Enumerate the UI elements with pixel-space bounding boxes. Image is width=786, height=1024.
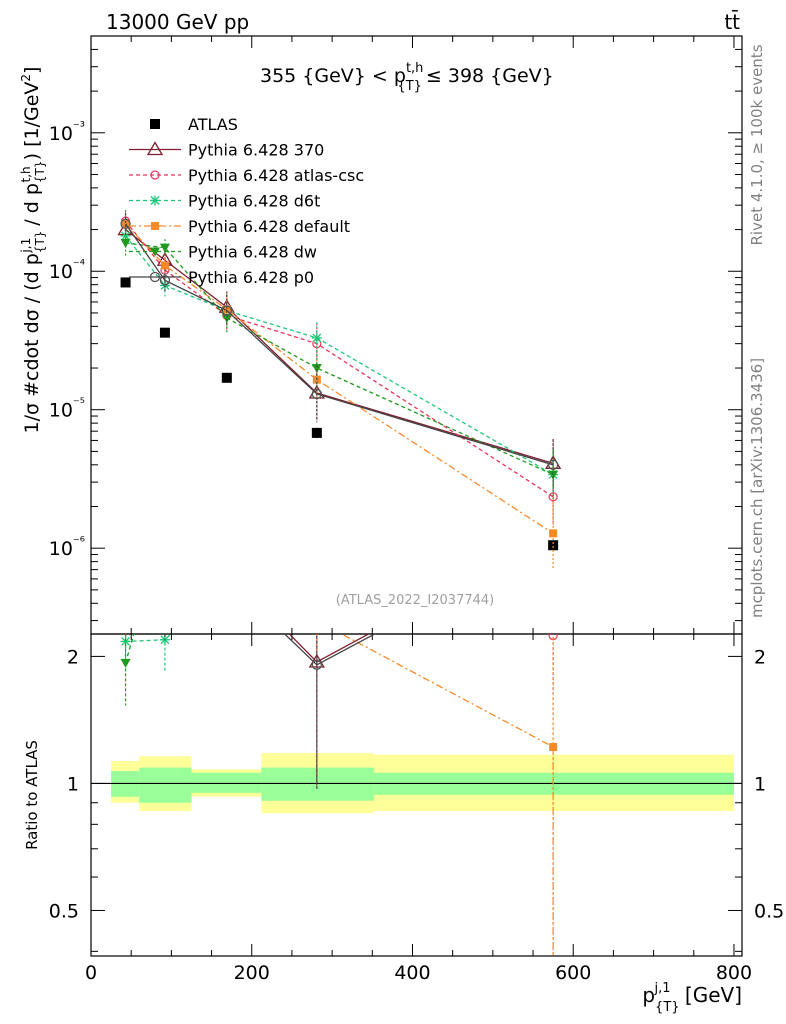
ratio-point-p370 (119, 616, 133, 628)
x-tick-label: 400 (394, 962, 430, 984)
data-point-dw (120, 238, 131, 248)
data-point-atlas (311, 427, 322, 438)
ratio-point-d6t (312, 489, 322, 499)
data-point-p0 (221, 305, 232, 316)
legend-label-p370: Pythia 6.428 370 (188, 141, 324, 160)
y-tick-label-ratio-right: 2 (754, 646, 766, 668)
ratio-point-p370 (158, 558, 172, 570)
data-point-dw (548, 470, 559, 480)
legend-label-atlas: ATLAS (188, 115, 238, 134)
y-tick-label-ratio: 2 (67, 646, 79, 668)
legend-label-p0: Pythia 6.428 p0 (188, 268, 314, 287)
y-tick-label-main: 10⁻⁴ (49, 258, 85, 283)
process-label: tt̄ (724, 9, 740, 34)
ratio-point-atlascsc (313, 508, 321, 516)
data-point-default (222, 305, 231, 314)
chart-title: 355 {GeV} < pt,h {T} ≤ 398 {GeV} (260, 61, 554, 94)
ratio-line-atlascsc (548, 634, 554, 637)
ratio-point-dw (312, 582, 322, 591)
y-axis-label-ratio: Ratio to ATLAS (23, 740, 41, 850)
ratio-point-default (161, 575, 169, 583)
series-line-p0 (125, 223, 554, 466)
ratio-point-atlascsc (223, 589, 231, 597)
legend-marker-default (151, 222, 159, 230)
x-tick-label: 200 (234, 962, 270, 984)
ratio-point-atlascsc (122, 593, 130, 601)
x-tick-label: 0 (85, 962, 97, 984)
data-point-atlas (548, 540, 559, 551)
legend-label-dw: Pythia 6.428 dw (188, 243, 317, 262)
energy-label: 13000 GeV pp (106, 10, 249, 34)
y-axis-label-main: 1/σ #cdot dσ / (d p{T}j,1 / d p{T}t,h) [… (19, 67, 47, 434)
legend-marker-dw (150, 247, 160, 257)
ratio-point-p370 (220, 563, 234, 575)
data-point-atlascsc (548, 492, 558, 502)
legend-marker-atlascsc (150, 170, 160, 180)
data-point-dw (159, 243, 170, 253)
ratio-band-inner (261, 767, 374, 801)
ratio-band-inner (139, 767, 192, 803)
y-tick-label-main: 10⁻⁶ (49, 535, 85, 560)
ratio-panel: 0 200 400 600 800 2 2 1 1 0.5 0.5 (49, 489, 784, 984)
data-point-p0 (159, 275, 171, 286)
series-line-d6t (125, 235, 554, 476)
data-point-p0 (120, 218, 131, 229)
analysis-watermark: (ATLAS_2022_I2037744) (336, 593, 494, 608)
ratio-point-default (313, 617, 321, 625)
legend-label-d6t: Pythia 6.428 d6t (188, 192, 320, 211)
y-tick-label-ratio: 0.5 (49, 900, 79, 922)
rivet-label: Rivet 4.1.0, ≥ 100k events (748, 44, 766, 245)
ratio-point-atlascsc (161, 589, 169, 597)
ratio-point-p0 (160, 619, 169, 628)
ratio-point-d6t (222, 573, 232, 583)
y-tick-label-ratio: 1 (67, 773, 79, 795)
data-point-atlas (221, 372, 232, 383)
legend-marker-p0 (149, 271, 161, 283)
data-point-dw (221, 313, 232, 323)
mcplots-label: mcplots.cern.ch [arXiv:1306.3436] (748, 358, 766, 618)
x-tick-label: 600 (555, 962, 591, 984)
series-line-p370 (125, 229, 554, 464)
y-tick-label-main: 10⁻³ (49, 120, 85, 145)
data-point-p0 (311, 388, 322, 400)
y-tick-label-ratio-right: 0.5 (754, 900, 784, 922)
x-axis-label: p{T}j,1 [GeV] (642, 981, 742, 1015)
legend-marker-p370 (146, 141, 164, 156)
data-point-dw (311, 364, 322, 374)
main-panel: 10⁻³ 10⁻⁴ 10⁻⁵ 10⁻⁶ (49, 35, 743, 635)
legend-marker-d6t (150, 195, 160, 206)
ratio-point-p0 (121, 600, 130, 609)
ratio-point-default (122, 601, 130, 609)
legend-marker-atlas (150, 119, 160, 129)
ratio-point-p0 (311, 659, 322, 670)
data-point-d6t (311, 332, 322, 343)
legend-label-default: Pythia 6.428 default (188, 217, 350, 236)
series-line-atlascsc (125, 220, 554, 498)
legend-label-atlascsc: Pythia 6.428 atlas-csc (188, 166, 364, 185)
data-point-p0 (547, 459, 559, 470)
data-point-atlas (120, 277, 131, 288)
data-point-default (549, 529, 558, 538)
data-point-default (160, 261, 169, 270)
ratio-point-dw (548, 564, 558, 573)
ratio-line-d6t (125, 634, 172, 643)
ratio-point-default (223, 572, 231, 580)
ratio-point-dw (222, 597, 232, 606)
y-tick-label-main: 10⁻⁵ (49, 397, 85, 422)
series-line-default (125, 223, 554, 534)
ratio-point-p0 (222, 574, 231, 583)
ratio-band-inner (191, 772, 262, 793)
data-point-atlas (159, 327, 170, 338)
y-tick-label-ratio-right: 1 (754, 773, 766, 795)
ratio-point-dw (120, 658, 131, 668)
legend: ATLAS Pythia 6.428 370 Pythia 6.428 atlas-… (129, 115, 364, 287)
ratio-point-dw (160, 521, 170, 530)
x-tick-label: 800 (716, 962, 752, 984)
